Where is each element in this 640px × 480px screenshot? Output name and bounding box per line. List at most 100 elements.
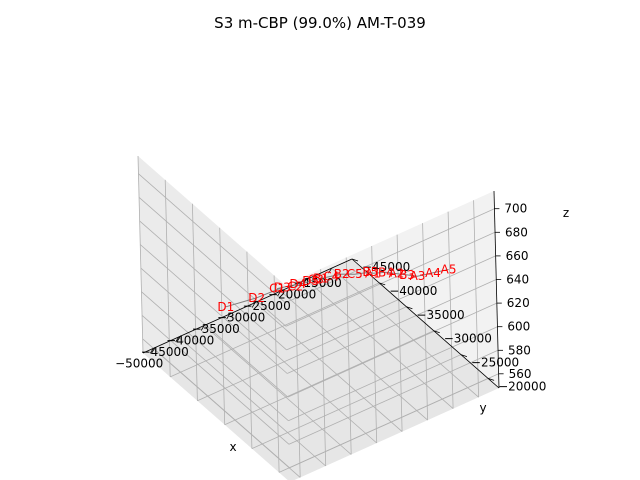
y-tick-mark: [406, 306, 413, 310]
z-grid-back: [285, 208, 495, 304]
axis-panes: [138, 156, 499, 480]
y-tick-mark: [433, 330, 440, 334]
x-grid-floor: [254, 302, 403, 432]
x-axis-label: x: [229, 440, 236, 454]
x-grid-floor: [305, 279, 454, 409]
y-tick-mark: [487, 378, 495, 381]
x-tick-label: −25000: [242, 299, 290, 313]
x-tick-label: −35000: [192, 322, 240, 336]
y-tick-mark: [460, 354, 468, 357]
y-tick-label: −45000: [362, 260, 410, 274]
z-grid-back: [287, 302, 497, 398]
x-grid-back: [294, 280, 301, 478]
x-tick-mark: [200, 325, 205, 331]
point-label-b4: B4: [378, 265, 394, 279]
point-label-c4: C4: [323, 269, 339, 283]
x-tick-label: −45000: [141, 345, 189, 359]
point-label-a1: A1: [365, 266, 381, 280]
y-grid-left: [219, 227, 226, 425]
y-grid-left: [137, 155, 144, 354]
point-label-c1: C1: [269, 282, 285, 296]
point-label-b2: B2: [334, 267, 350, 281]
point-label-a3: A3: [410, 269, 426, 283]
z-grid-left: [138, 173, 286, 304]
point-label-b3: B3: [399, 268, 415, 282]
x-tick-label: −40000: [166, 334, 214, 348]
x-tick-mark: [226, 313, 231, 320]
point-label-c5: C5: [347, 267, 363, 281]
y-tick-mark: [379, 282, 386, 286]
z-tick-label: 620: [507, 296, 530, 310]
x-tick-mark: [251, 302, 256, 308]
z-grid-back: [288, 326, 498, 422]
z-axis-ticks: 560 580 600 620 640 660 680 700: [494, 202, 532, 381]
y-axis-label: y: [479, 401, 486, 415]
point-label-d3: D3: [274, 281, 291, 295]
x-grid-floor: [203, 325, 352, 455]
point-label-a2: A2: [389, 267, 405, 281]
point-label-c3: C3: [308, 273, 324, 287]
x-grid-back: [371, 245, 378, 444]
z-grid-left: [138, 196, 287, 327]
data-series: [225, 269, 449, 308]
x-grid-back: [473, 200, 479, 398]
grid-lines: [137, 155, 499, 478]
x-axis-line: [142, 258, 353, 354]
y-grid-floor: [170, 282, 380, 378]
point-label-c2: C2: [287, 280, 303, 294]
y-tick-label: −30000: [444, 332, 492, 346]
chart-title: S3 m-CBP (99.0%) AM-T-039: [214, 14, 426, 32]
y-axis-line: [351, 258, 500, 389]
x-tick-mark: [277, 290, 281, 297]
x-grid-back: [447, 211, 454, 409]
x-tick-label: −15000: [293, 276, 341, 290]
y-axis-ticks: −45000 −40000 −35000 −30000 −25000 −20000: [351, 258, 546, 393]
z-tick-label: 560: [509, 367, 532, 381]
x-grid-back: [396, 234, 403, 432]
x-tick-mark: [328, 267, 332, 274]
z-grid-left: [141, 314, 290, 445]
y-grid-left: [246, 251, 253, 449]
x-grid-back: [345, 257, 352, 455]
x-tick-label: −30000: [217, 311, 265, 325]
x-axis-ticks: −50000−45000−40000−35000−30000−25000−200…: [115, 267, 342, 370]
z-grid-back: [289, 373, 499, 469]
y-tick-label: −20000: [498, 379, 546, 393]
point-label-a4: A4: [425, 266, 441, 280]
z-grid-left: [140, 267, 289, 398]
x-tick-mark: [149, 348, 154, 354]
point-label-d2: D2: [248, 291, 265, 305]
z-tick-label: 580: [508, 343, 531, 357]
x-tick-label: −50000: [115, 356, 163, 370]
y-tick-label: −35000: [416, 308, 464, 322]
y-grid-left: [192, 203, 198, 401]
floor-pane: [143, 259, 499, 480]
z-tick-label: 600: [507, 320, 530, 334]
point-label-d1: D1: [217, 300, 234, 314]
point-label-b5: B5: [362, 265, 378, 279]
point-label-d5: D5: [302, 274, 319, 288]
z-grid-left: [139, 244, 288, 374]
point-label-b1: B1: [313, 272, 329, 286]
z-grid-back: [286, 255, 496, 351]
z-grid-left: [142, 338, 290, 469]
axis-lines: [142, 190, 500, 389]
z-tick-label: 660: [506, 249, 529, 263]
y-tick-label: −25000: [471, 356, 519, 370]
z-tick-label: 680: [505, 225, 528, 239]
point-label-a5: A5: [441, 263, 457, 277]
x-grid-floor: [229, 313, 377, 444]
z-grid-left: [141, 291, 289, 422]
y-grid-floor: [251, 354, 462, 449]
z-axis-line: [493, 190, 500, 389]
series-line: [225, 269, 449, 308]
x-grid-floor: [280, 290, 428, 421]
point-label-d4: D4: [289, 277, 306, 291]
x-grid-floor: [331, 267, 479, 398]
x-grid-back: [422, 223, 428, 421]
z-grid-back: [288, 349, 499, 445]
x-tick-mark: [175, 336, 180, 343]
y-grid-floor: [197, 306, 407, 402]
